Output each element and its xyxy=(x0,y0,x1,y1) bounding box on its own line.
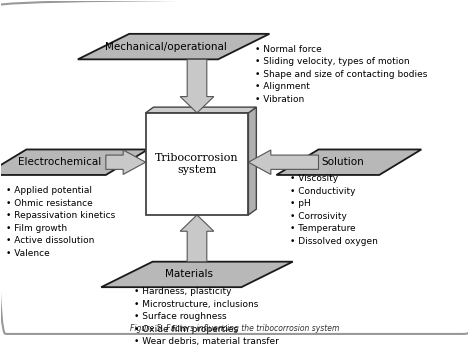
FancyArrow shape xyxy=(106,150,146,175)
Text: Materials: Materials xyxy=(165,270,213,280)
Polygon shape xyxy=(146,107,256,113)
Text: Figure 5. Factors influencing the tribocorrosion system: Figure 5. Factors influencing the triboc… xyxy=(130,324,339,333)
Text: • Normal force
• Sliding velocity, types of motion
• Shape and size of contactin: • Normal force • Sliding velocity, types… xyxy=(255,45,428,104)
Polygon shape xyxy=(101,262,293,287)
Text: Mechanical/operational: Mechanical/operational xyxy=(105,42,227,52)
FancyArrow shape xyxy=(180,215,214,262)
Text: • Hardness, plasticity
• Microstructure, inclusions
• Surface roughness
• Oxide : • Hardness, plasticity • Microstructure,… xyxy=(134,287,279,346)
Text: Electrochemical: Electrochemical xyxy=(18,157,101,167)
Text: Solution: Solution xyxy=(321,157,364,167)
FancyArrow shape xyxy=(180,59,214,113)
FancyArrow shape xyxy=(248,150,319,175)
Text: Tribocorrosion
system: Tribocorrosion system xyxy=(155,153,239,175)
Polygon shape xyxy=(276,150,421,175)
Polygon shape xyxy=(0,150,148,175)
Text: • Applied potential
• Ohmic resistance
• Repassivation kinetics
• Film growth
• : • Applied potential • Ohmic resistance •… xyxy=(6,186,116,257)
Text: • Viscosity
• Conductivity
• pH
• Corrosivity
• Temperature
• Dissolved oxygen: • Viscosity • Conductivity • pH • Corros… xyxy=(290,174,377,246)
Polygon shape xyxy=(78,34,269,59)
Polygon shape xyxy=(248,107,256,215)
FancyBboxPatch shape xyxy=(146,113,248,215)
